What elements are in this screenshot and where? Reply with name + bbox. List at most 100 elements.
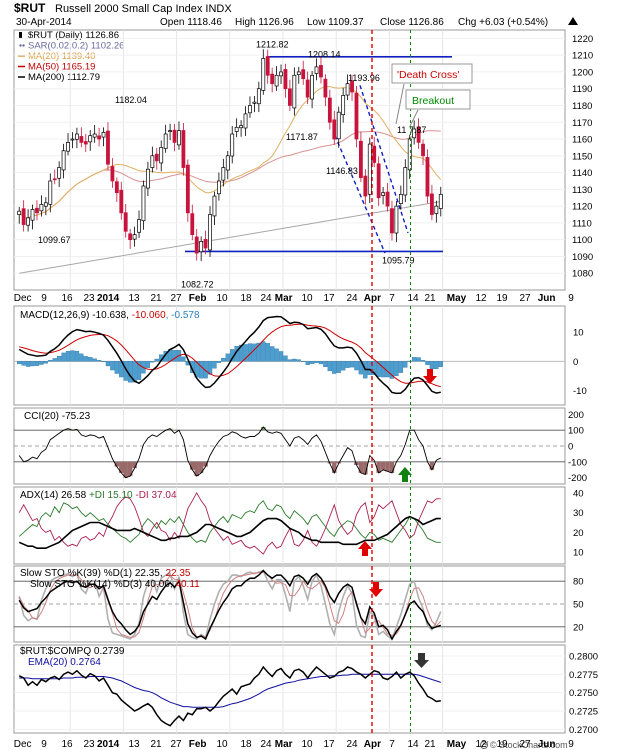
x-axis-top: Dec 9 16 23 2014 13 21 27 Feb 10 18 24 Mar 10 17 24 Apr 7… (14, 293, 575, 304)
candle (17, 210, 22, 215)
candle (421, 143, 425, 157)
macd-histogram-bar (92, 358, 97, 362)
x-tick-label: Dec (14, 293, 32, 304)
macd-histogram-bar (25, 361, 31, 367)
macd-histogram-bar (238, 344, 244, 362)
candle (363, 175, 368, 197)
death-cross-annotation: 'Death Cross' (391, 63, 473, 125)
macd-histogram-bar (323, 361, 328, 368)
macd-histogram-bar (274, 348, 279, 362)
x-tick-label: 24 (261, 293, 273, 304)
breakout-pointer (409, 109, 419, 127)
x-tick-label: 16 (62, 293, 74, 304)
adx-line (18, 515, 441, 550)
cci-oversold-fill (132, 461, 137, 469)
x-tick-label: 27 (520, 293, 532, 304)
macd-histogram-bar (261, 341, 266, 362)
adx-panel-frame (13, 486, 566, 565)
x-tick-label: 10 (302, 293, 314, 304)
change-value: Chg +6.03 (+0.54%) (458, 17, 548, 28)
relative-panel: 0.2800 0.2775 0.2750 0.2725 0.2700 (13, 644, 598, 736)
candle (217, 180, 221, 195)
x-tick-label: 2014 (97, 739, 120, 750)
x-tick-label: May (447, 739, 467, 750)
macd-label: MACD(12,26,9) -10.638, (20, 310, 132, 321)
candle (66, 142, 70, 152)
sto39-line (18, 569, 442, 641)
death-cross-pointer (395, 83, 405, 125)
ma20-line (18, 85, 442, 219)
sar-dot-icon (22, 44, 25, 47)
breakout-label: Breakout (412, 95, 454, 107)
candle (265, 56, 270, 76)
sto-y-tick: 20 (573, 622, 584, 633)
date-label: 30-Apr-2014 (16, 17, 72, 28)
candle (234, 126, 239, 132)
x-tick-label: Feb (189, 293, 207, 304)
macd-histogram-bar (265, 343, 270, 362)
adx-label: ADX(14) 26.58 (20, 490, 89, 501)
macd-histogram-bar (212, 361, 217, 369)
candle (292, 74, 297, 109)
macd-histogram-bar (52, 358, 57, 362)
cci-oversold-fill (389, 461, 395, 473)
macd-histogram-bar (34, 361, 40, 366)
x-tick-label: 18 (241, 739, 253, 750)
candle (163, 133, 168, 149)
cci-overbought-fill (167, 428, 173, 431)
macd-histogram-bar (296, 359, 301, 362)
cci-oversold-fill (194, 461, 199, 477)
macd-histogram-bar (57, 355, 62, 362)
price-y-tick: 1130 (572, 185, 592, 196)
candle (132, 234, 137, 240)
price-y-tick: 1150 (572, 151, 592, 162)
macd-histogram-bar (336, 361, 341, 373)
x-axis-bottom: Dec 9 16 23 2014 13 21 27 Feb 10 18 24 Mar 10 17 24 Apr 7… (14, 739, 575, 750)
macd-histogram-bar (385, 361, 390, 378)
x-tick-label: 21 (151, 739, 163, 750)
price-y-tick: 1190 (572, 84, 592, 95)
candle (154, 153, 159, 162)
low-value: Low 1109.37 (307, 17, 364, 28)
stockcharts-logo-icon (480, 740, 489, 749)
price-y-tick: 1220 (572, 34, 593, 45)
price-panel: 1080 1090 1100 1110 1120 1130 1140 1150 1160 1170… (13, 29, 593, 291)
macd-hist-value: , -0.578 (166, 310, 200, 321)
x-tick-label: 7 (389, 739, 395, 750)
candle (61, 150, 66, 171)
price-annotation: 1099.67 (38, 235, 71, 245)
price-annotation: 11 7.87 (397, 125, 426, 135)
candle (438, 194, 443, 209)
macd-histogram-bar (367, 361, 372, 375)
candle (305, 79, 310, 98)
price-y-tick: 1080 (572, 269, 593, 280)
cci-oversold-fill (363, 461, 368, 475)
price-annotation: 1208.14 (308, 49, 341, 59)
cci-oversold-fill (127, 461, 133, 477)
candle (248, 105, 252, 114)
cci-y-tick: -100 (568, 457, 587, 468)
candle (75, 133, 79, 140)
x-tick-label: 10 (217, 739, 229, 750)
macd-histogram-bar (132, 361, 137, 383)
macd-histogram-bar (61, 352, 66, 362)
candle (283, 69, 288, 90)
candle (123, 212, 128, 232)
ema-label: EMA(20) 0.2764 (28, 657, 101, 668)
candle (434, 205, 439, 214)
adx-panel: 40 30 20 10 (13, 486, 584, 565)
macd-histogram-bar (309, 361, 315, 364)
x-tick-label: 14 (408, 293, 420, 304)
x-tick-label: 10 (217, 293, 229, 304)
candle (252, 101, 257, 104)
price-panel-frame (13, 29, 566, 291)
x-tick-label: 12 (476, 293, 488, 304)
cci-oversold-fill (358, 461, 364, 473)
candle (350, 80, 354, 93)
candle (177, 130, 181, 146)
candle (57, 167, 62, 179)
macd-histogram-bar (145, 361, 151, 368)
macd-histogram-bar (199, 361, 204, 379)
macd-y-tick: -10 (573, 386, 587, 397)
candle (310, 74, 314, 100)
